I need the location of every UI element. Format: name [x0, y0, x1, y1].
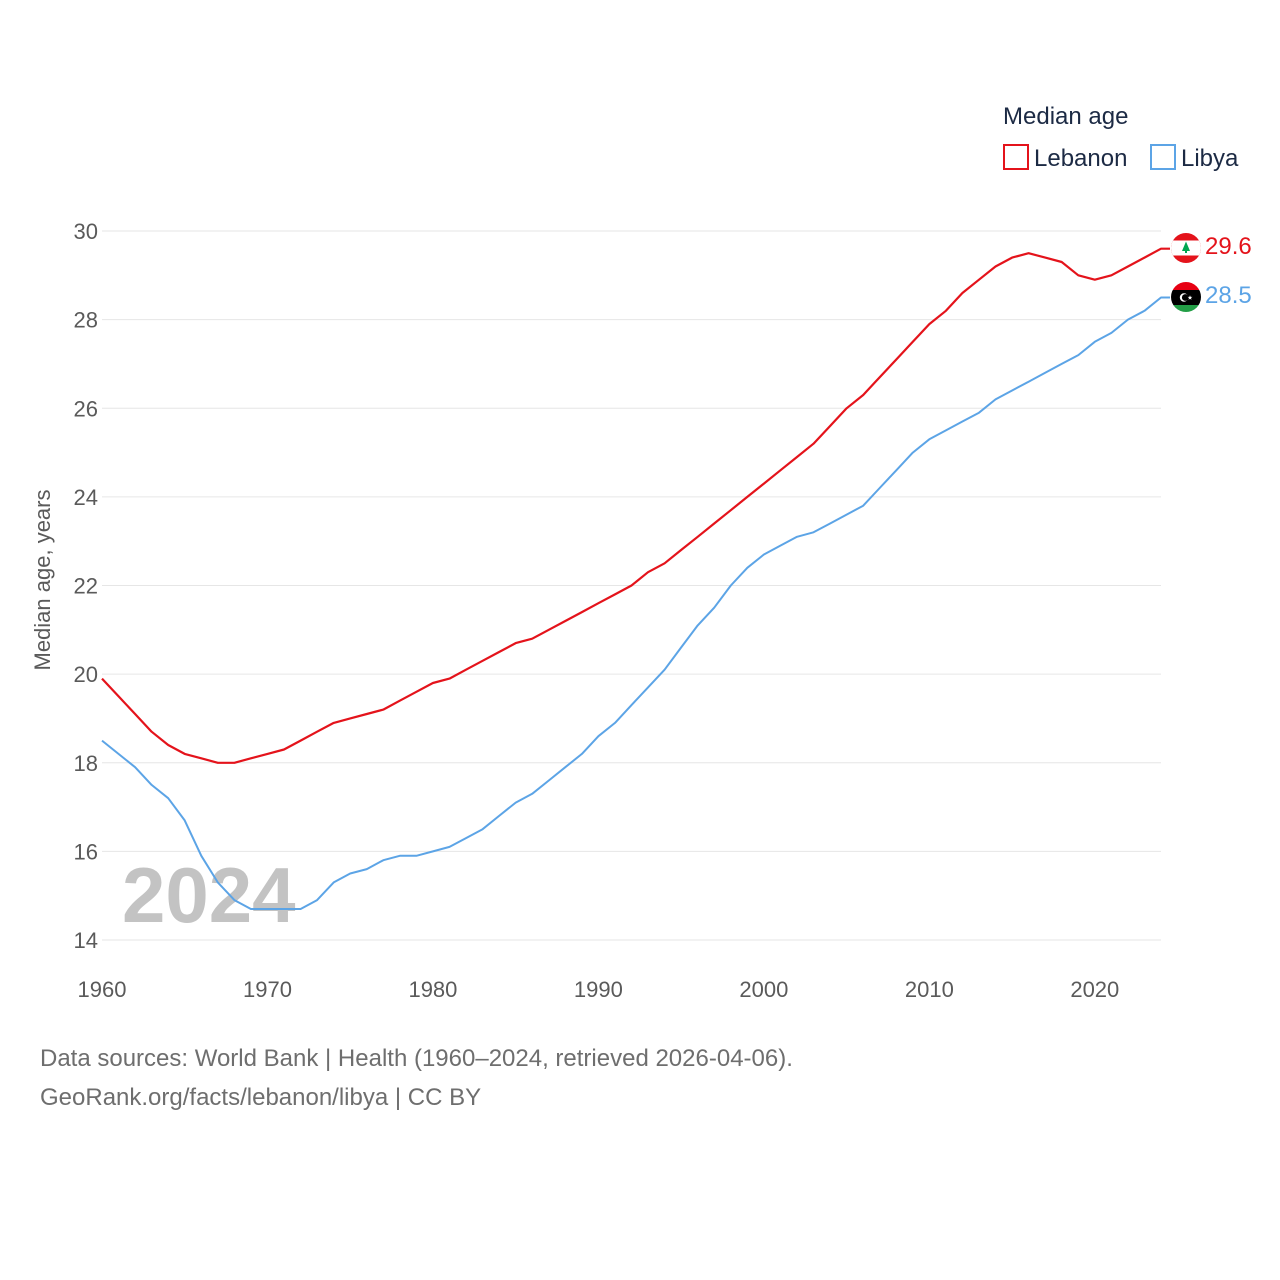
lebanon-flag-icon	[1171, 233, 1201, 263]
legend: Median age Lebanon Libya	[1003, 103, 1239, 172]
y-tick-label: 24	[74, 485, 98, 510]
y-tick-label: 14	[74, 928, 98, 953]
legend-label-libya: Libya	[1181, 145, 1239, 172]
legend-label-lebanon: Lebanon	[1034, 145, 1127, 172]
legend-item-libya[interactable]: Libya	[1150, 144, 1239, 172]
x-tick-label: 2020	[1070, 977, 1119, 1002]
legend-title: Median age	[1003, 103, 1128, 130]
y-tick-label: 20	[74, 662, 98, 687]
x-tick-label: 1980	[408, 977, 457, 1002]
x-axis-ticks: 1960 1970 1980 1990 2000 2010 2020	[78, 977, 1120, 1002]
x-tick-label: 1970	[243, 977, 292, 1002]
y-tick-label: 18	[74, 751, 98, 776]
y-tick-label: 26	[74, 396, 98, 421]
y-axis-title: Median age, years	[30, 490, 55, 671]
legend-swatch-lebanon	[1003, 144, 1029, 170]
x-tick-label: 2010	[905, 977, 954, 1002]
y-tick-label: 28	[74, 308, 98, 333]
y-tick-label: 22	[74, 574, 98, 599]
series-line-libya[interactable]	[101, 296, 1170, 910]
y-axis-ticks: 14 16 18 20 22 24 26 28 30	[74, 219, 98, 953]
series-lines	[101, 247, 1170, 910]
current-year-label: 2024	[122, 851, 296, 939]
y-tick-label: 30	[74, 219, 98, 244]
x-tick-label: 1960	[78, 977, 127, 1002]
median-age-line-chart: Median age Lebanon Libya 14 16 18 20 22 24 26 2…	[30, 103, 1252, 1002]
x-tick-label: 2000	[739, 977, 788, 1002]
legend-item-lebanon[interactable]: Lebanon	[1003, 144, 1127, 172]
libya-flag-icon	[1171, 282, 1201, 312]
data-source-note: Data sources: World Bank | Health (1960–…	[40, 1045, 793, 1072]
legend-swatch-libya	[1150, 144, 1176, 170]
credit-note: GeoRank.org/facts/lebanon/libya | CC BY	[40, 1084, 482, 1111]
y-tick-label: 16	[74, 839, 98, 864]
series-line-lebanon[interactable]	[101, 247, 1170, 764]
end-label-lebanon: 29.6	[1205, 233, 1252, 260]
end-label-libya: 28.5	[1205, 282, 1252, 309]
x-tick-label: 1990	[574, 977, 623, 1002]
